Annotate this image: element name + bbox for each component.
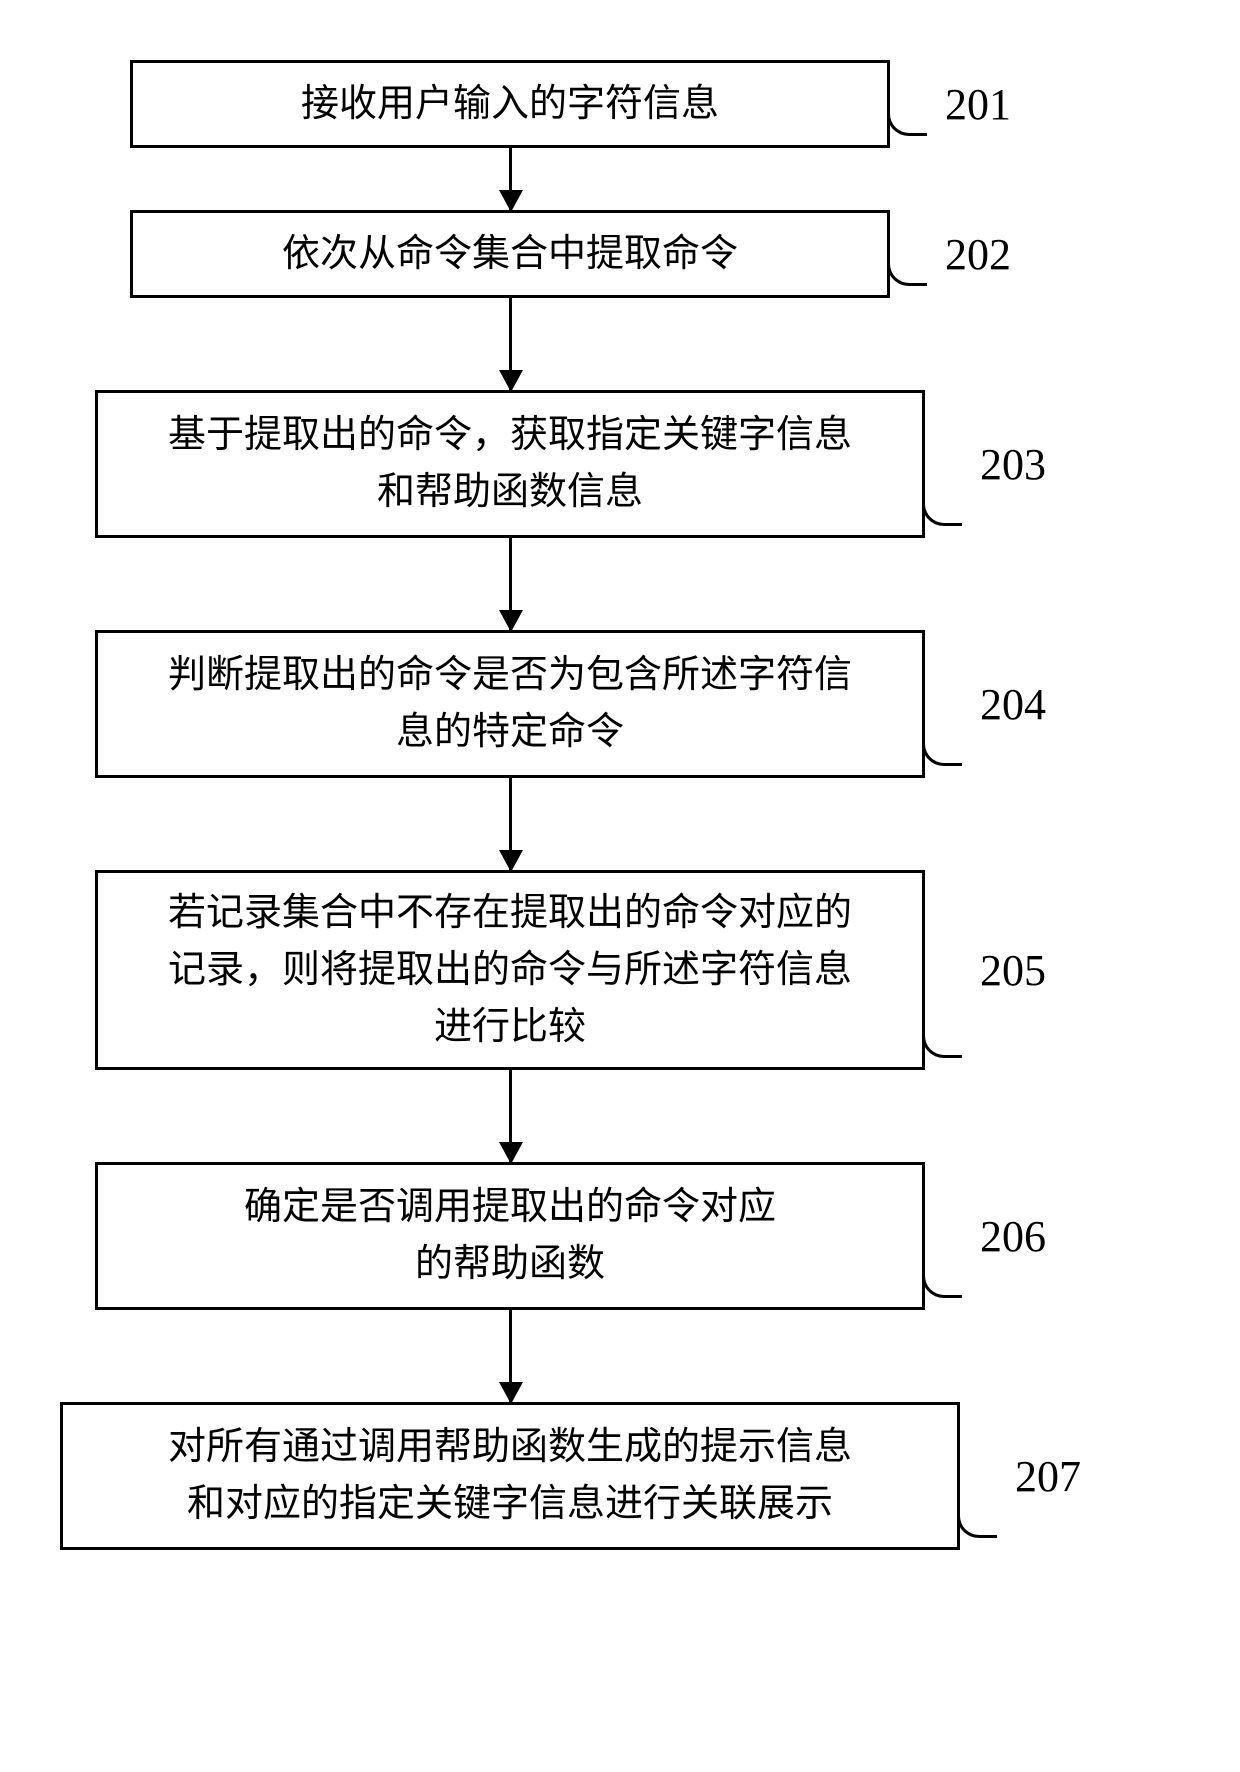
flow-step-205: 若记录集合中不存在提取出的命令对应的记录，则将提取出的命令与所述字符信息进行比较 (95, 870, 925, 1070)
connector-curve (957, 1457, 997, 1538)
flow-step-203: 基于提取出的命令，获取指定关键字信息和帮助函数信息 (95, 390, 925, 538)
step-label-204: 204 (980, 679, 1046, 730)
connector-curve (922, 1217, 962, 1298)
flow-step-204: 判断提取出的命令是否为包含所述字符信息的特定命令 (95, 630, 925, 778)
flow-step-row: 接收用户输入的字符信息 201 (60, 60, 1180, 148)
flow-step-row: 确定是否调用提取出的命令对应的帮助函数 206 (60, 1162, 1180, 1310)
flow-arrow (60, 1310, 1180, 1402)
flow-arrow (60, 778, 1180, 870)
step-label-207: 207 (1015, 1451, 1081, 1502)
flow-step-206: 确定是否调用提取出的命令对应的帮助函数 (95, 1162, 925, 1310)
flow-arrow (60, 1070, 1180, 1162)
step-label-201: 201 (945, 79, 1011, 130)
flow-arrow (60, 298, 1180, 390)
connector-curve (887, 88, 927, 136)
flow-arrow (60, 538, 1180, 630)
flow-step-row: 若记录集合中不存在提取出的命令对应的记录，则将提取出的命令与所述字符信息进行比较… (60, 870, 1180, 1070)
connector-curve (887, 238, 927, 286)
flow-step-row: 判断提取出的命令是否为包含所述字符信息的特定命令 204 (60, 630, 1180, 778)
flow-step-202: 依次从命令集合中提取命令 (130, 210, 890, 298)
flow-arrow (60, 148, 1180, 210)
step-label-202: 202 (945, 229, 1011, 280)
step-label-205: 205 (980, 945, 1046, 996)
flow-step-row: 基于提取出的命令，获取指定关键字信息和帮助函数信息 203 (60, 390, 1180, 538)
connector-curve (922, 948, 962, 1058)
flow-step-207: 对所有通过调用帮助函数生成的提示信息和对应的指定关键字信息进行关联展示 (60, 1402, 960, 1550)
step-label-203: 203 (980, 439, 1046, 490)
connector-curve (922, 685, 962, 766)
flow-step-row: 依次从命令集合中提取命令 202 (60, 210, 1180, 298)
step-label-206: 206 (980, 1211, 1046, 1262)
flowchart-container: 接收用户输入的字符信息 201 依次从命令集合中提取命令 202 基于提取出的命令，获取… (60, 60, 1180, 1550)
flow-step-row: 对所有通过调用帮助函数生成的提示信息和对应的指定关键字信息进行关联展示 207 (60, 1402, 1180, 1550)
connector-curve (922, 445, 962, 526)
flow-step-201: 接收用户输入的字符信息 (130, 60, 890, 148)
